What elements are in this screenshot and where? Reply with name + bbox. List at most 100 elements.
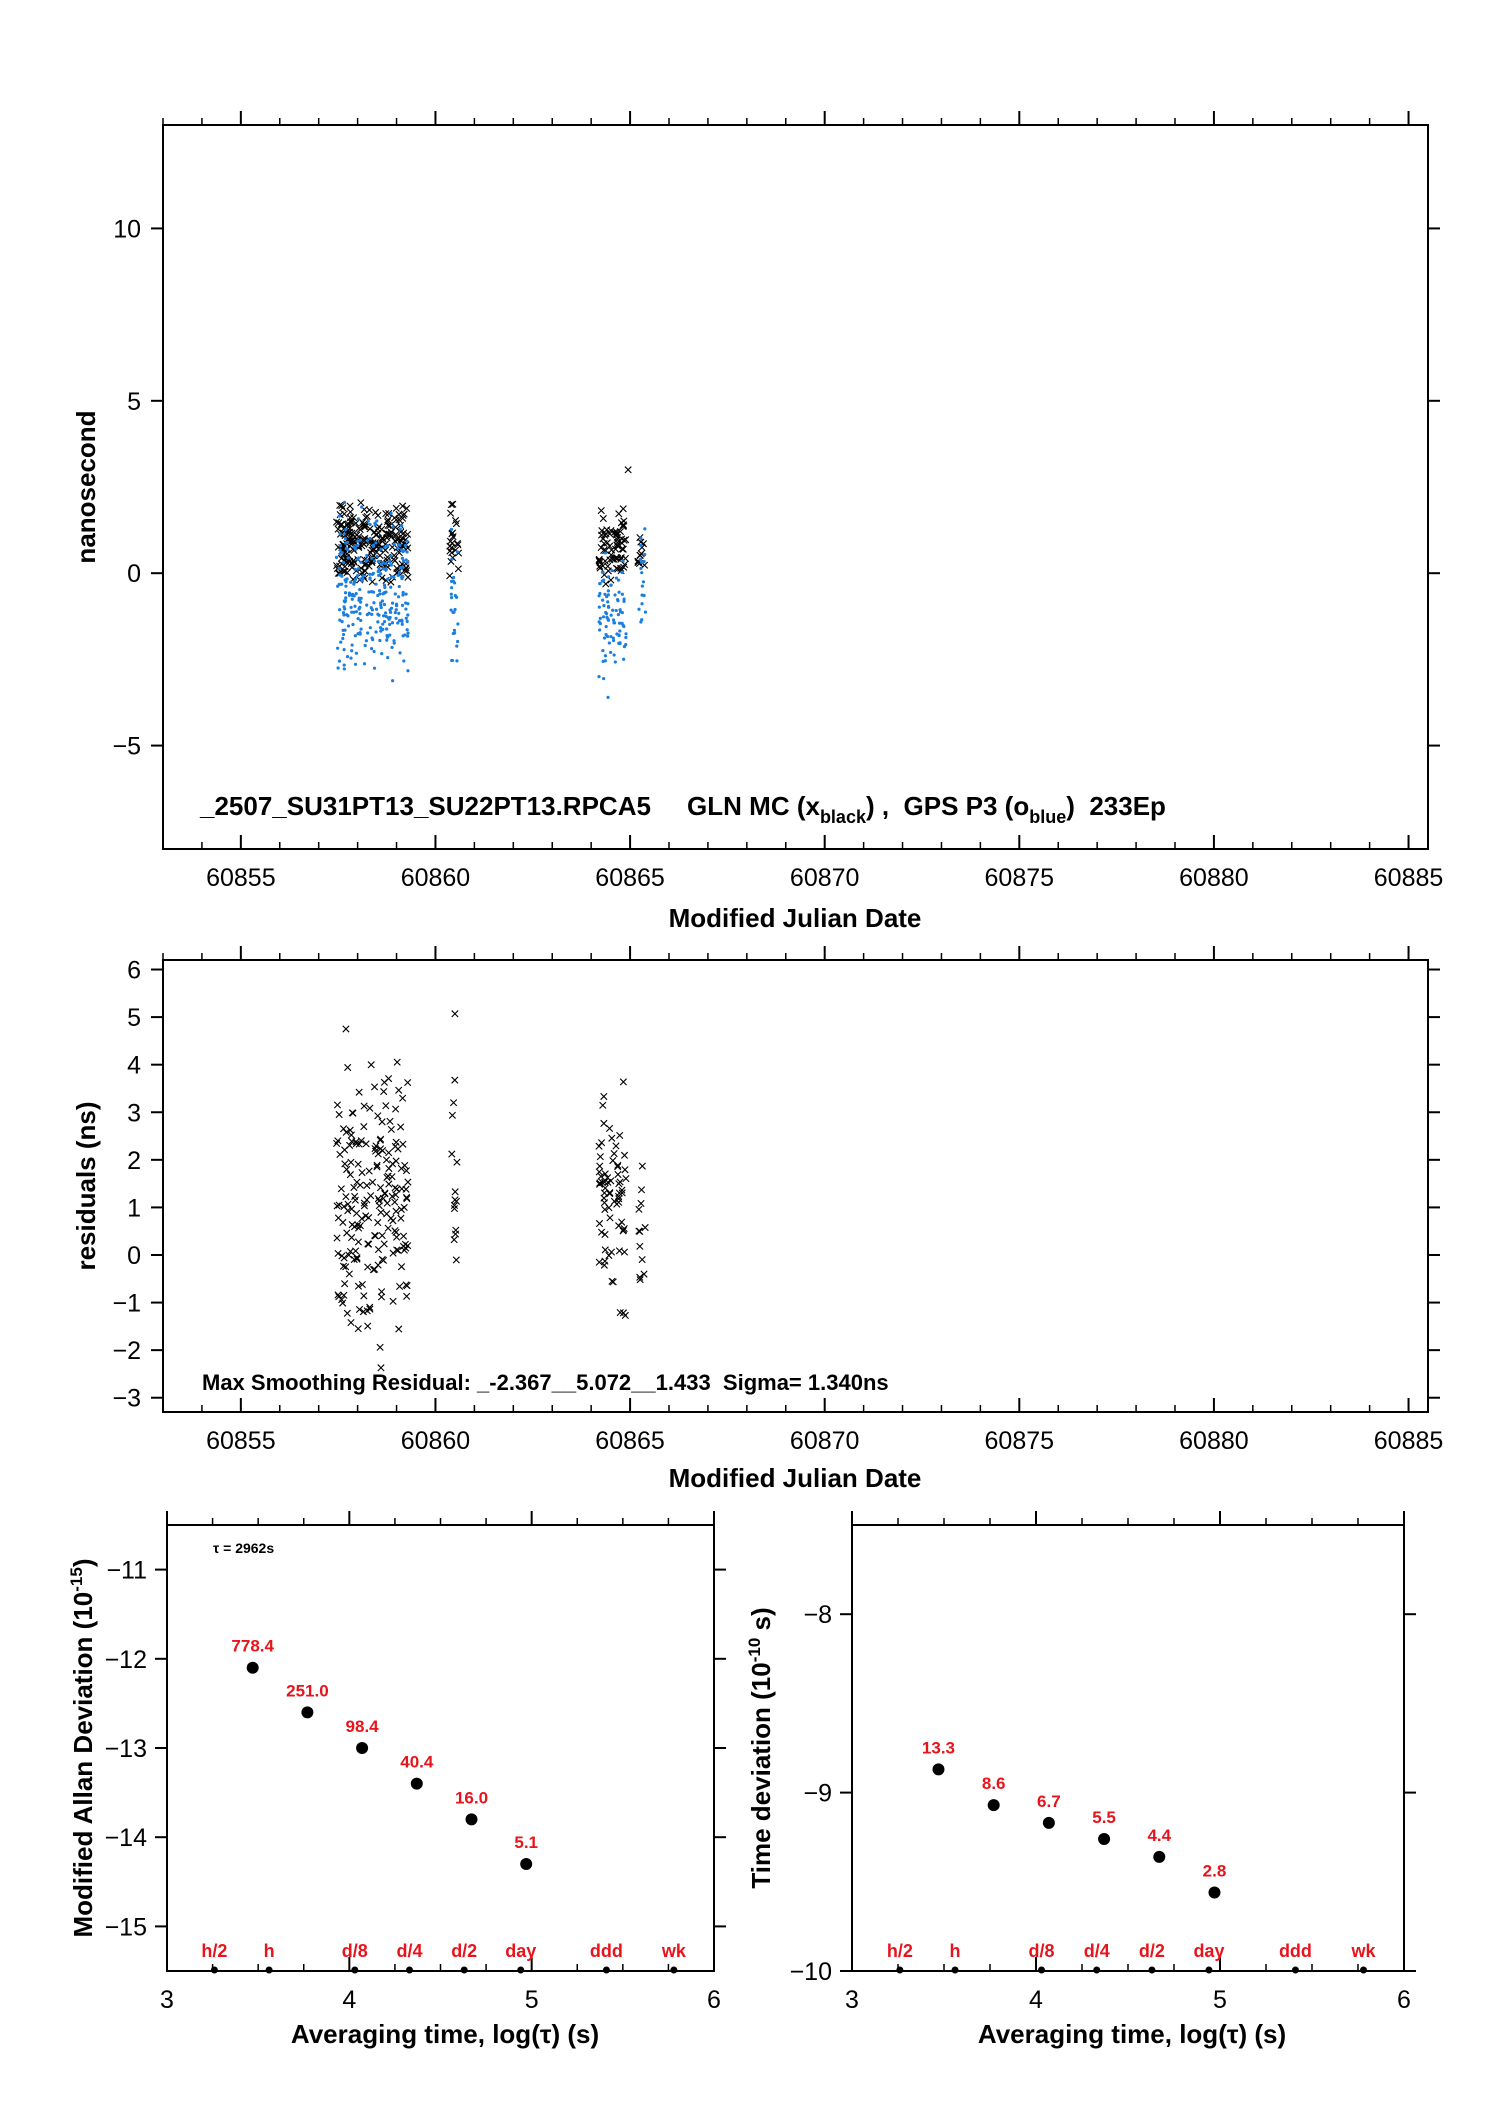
timeseries-point-dot [381,592,385,596]
timeseries-point-dot [374,630,378,634]
timeseries-point-dot [620,592,624,596]
timeseries-point-dot [614,608,618,613]
timeseries-point-dot [402,659,406,663]
residuals-point-x [392,1207,400,1215]
timeseries-point-dot [381,560,385,565]
timeseries-point-dot [343,578,347,582]
timeseries-xtick-label: 60860 [401,864,471,892]
timeseries-point-x [595,556,603,564]
timeseries-point-dot [368,522,372,527]
timeseries-point-x [403,504,411,512]
timeseries-point-dot [336,666,340,670]
timeseries-point-dot [391,525,395,529]
tdev-point [1042,1816,1055,1829]
residuals-point-x [358,1169,366,1177]
residuals-point-x [367,1061,375,1069]
timeseries-point-dot [340,582,344,586]
timeseries-point-dot [370,636,374,640]
tdev-bottom-mark [1148,1966,1156,1974]
timeseries-point-x [606,542,614,550]
timeseries-point-dot [342,667,346,671]
residuals-point-x [603,1174,612,1182]
residuals-ticks: 60855 60860 60865 60870 60875 60880 60885 −3 −2 −… [112,946,1443,1455]
residuals-point-x [393,1058,401,1066]
timeseries-xlabel: Modified Julian Date [669,903,922,933]
residuals-xtick-label: 60875 [985,1427,1055,1455]
timeseries-point-dot [360,579,364,583]
timeseries-point-dot [400,618,404,622]
timeseries-point-dot [609,583,613,587]
residuals-point-x [402,1185,410,1193]
timeseries-point-dot [342,532,346,536]
timeseries-point-dot [371,571,376,575]
timeseries-point-dot [613,660,617,664]
timeseries-point-dot [611,638,616,643]
timeseries-point-dot [344,596,348,600]
timeseries-point-dot [338,608,342,612]
timeseries-point-dot [622,657,626,661]
mdev-ytick-label: −15 [105,1913,147,1941]
timeseries-point-x [613,541,621,549]
residuals-point-x [354,1160,362,1168]
residuals-point-x [346,1171,354,1179]
timeseries-panel: 60855 60860 60865 60870 60875 60880 60885 −5 0 5 1… [71,111,1443,933]
timeseries-point-dot [598,616,602,620]
tdev-ylabel-end: s) [746,1607,776,1637]
timeseries-point-dot [454,595,459,599]
timeseries-point-dot [375,519,379,523]
timeseries-point-dot [369,590,374,594]
timeseries-point-dot [376,620,380,624]
residuals-point-x [333,1202,341,1210]
residuals-point-x [601,1230,609,1239]
timeseries-point-dot [604,624,608,629]
timeseries-point-dot [450,557,454,561]
timeseries-point-x [382,509,390,518]
residuals-point-x [619,1309,628,1317]
timeseries-point-x [366,525,374,533]
timeseries-point-dot [372,666,377,670]
timeseries-point-dot [356,539,360,543]
timeseries-point-x [403,567,411,575]
residuals-point-x [352,1140,360,1148]
residuals-point-x [609,1157,617,1165]
residuals-point-x [389,1249,397,1257]
residuals-point-x [595,1219,604,1228]
tdev-point [987,1799,1000,1812]
residuals-point-x [362,1140,370,1148]
residuals-point-x [336,1150,344,1159]
residuals-point-x [450,1236,458,1244]
residuals-point-x [384,1224,392,1232]
timeseries-point-dot [390,645,394,650]
timeseries-point-dot [397,611,401,615]
mdev-point-label: 778.4 [231,1637,274,1656]
timeseries-point-dot [617,621,622,625]
residuals-xtick-label: 60860 [401,1427,471,1455]
residuals-xtick-label: 60880 [1179,1427,1249,1455]
timeseries-point-dot [452,628,457,632]
residuals-point-x [610,1197,619,1205]
timeseries-point-dot [398,527,402,531]
residuals-point-x [385,1180,393,1188]
residuals-point-x [448,1150,456,1158]
timeseries-point-dot [609,613,613,617]
timeseries-point-dot [452,575,456,580]
mdev-bottom-mark-label: ddd [590,1941,623,1961]
residuals-plot-frame [162,959,1429,1413]
tdev-ylabel-main: Time deviation (10 [746,1662,776,1888]
timeseries-point-dot [381,567,385,571]
residuals-point-x [388,1192,396,1200]
residuals-point-x [606,1214,614,1222]
timeseries-point-dot [337,659,342,663]
mdev-bottom-mark [406,1966,414,1974]
residuals-point-x [621,1166,629,1174]
timeseries-point-dot [603,592,607,596]
timeseries-point-dot [379,603,383,607]
residuals-point-x [363,1181,371,1190]
mdev-ylabel-end: ) [68,1559,98,1568]
timeseries-point-dot [404,592,408,596]
timeseries-title-mid: ) , GPS P3 (o [866,791,1029,821]
timeseries-point-x [404,573,412,581]
timeseries-point-dot [340,619,344,624]
timeseries-point-dot [643,552,647,557]
timeseries-point-dot [384,614,388,619]
